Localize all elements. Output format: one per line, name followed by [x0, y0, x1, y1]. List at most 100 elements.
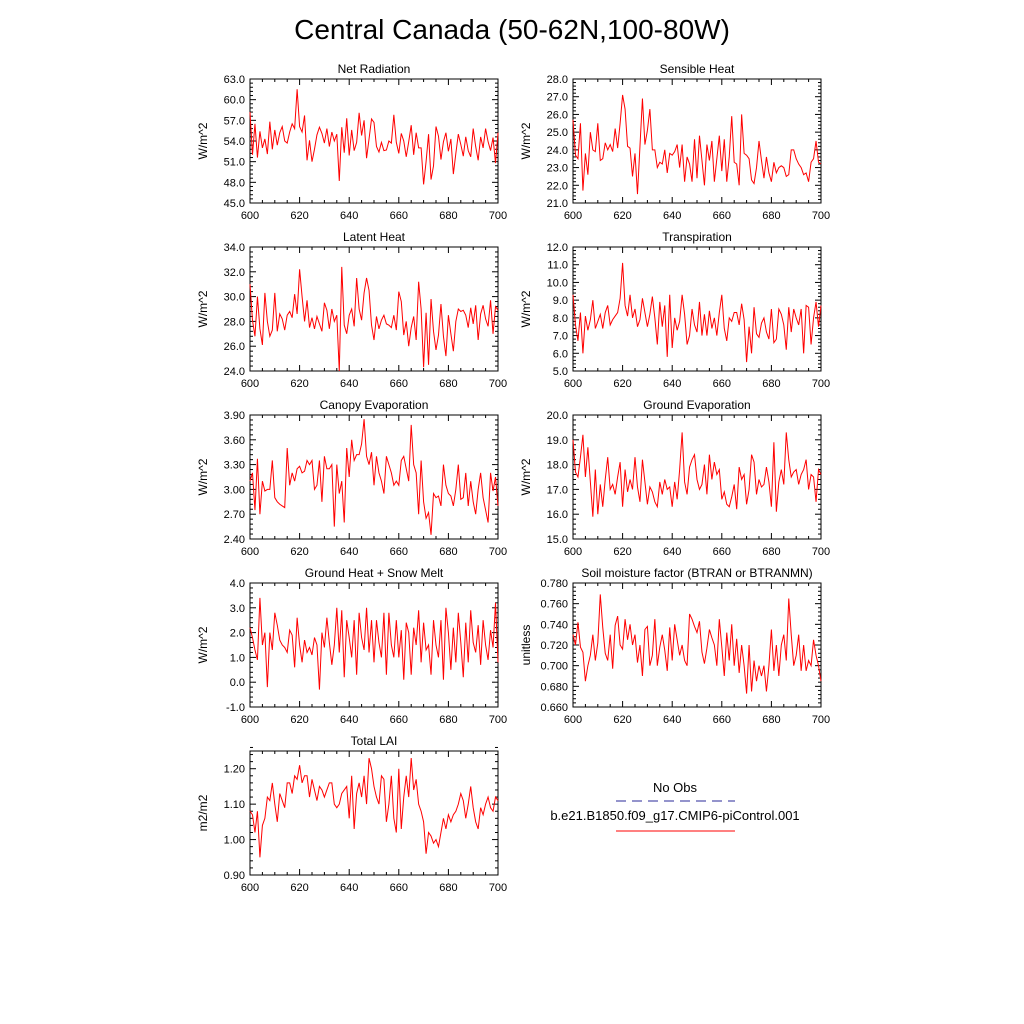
y-tick-label: 19.0	[547, 435, 568, 447]
series-line	[249, 597, 499, 690]
x-tick-label: 700	[812, 546, 830, 558]
x-tick-label: 660	[713, 714, 731, 726]
chart-panel-4: Transpiration W/m^2 600 620 640 660 680 700 5.0 6…	[519, 230, 830, 390]
x-tick-label: 700	[812, 378, 830, 390]
y-tick-label: 0.90	[224, 870, 245, 882]
y-axis-label: m2/m2	[196, 794, 210, 831]
chart-panel-9: Total LAI m2/m2 600 620 640 660 680 700 0.90 1.00…	[196, 734, 507, 894]
x-tick-label: 640	[340, 714, 358, 726]
x-tick-label: 700	[489, 882, 507, 894]
chart-panel-3: Latent Heat W/m^2 600 620 640 660 680 700 24.0 26…	[196, 230, 507, 390]
plot-frame	[249, 246, 499, 372]
x-tick-label: 660	[713, 546, 731, 558]
y-tick-label: 24.0	[224, 366, 245, 378]
x-tick-label: 680	[439, 714, 457, 726]
y-tick-label: 0.700	[540, 661, 568, 673]
y-tick-label: 28.0	[547, 74, 568, 86]
panel-title: Total LAI	[351, 734, 398, 748]
y-tick-label: 9.0	[553, 295, 568, 307]
series-line	[249, 419, 499, 535]
y-tick-label: 51.0	[224, 157, 245, 169]
y-axis-label: W/m^2	[196, 626, 210, 663]
y-tick-label: 26.0	[224, 341, 245, 353]
y-tick-label: 34.0	[224, 242, 245, 254]
panel-title: Canopy Evaporation	[320, 398, 429, 412]
x-tick-label: 620	[290, 882, 308, 894]
panel-title: Transpiration	[662, 230, 732, 244]
x-tick-label: 660	[390, 378, 408, 390]
y-tick-label: 12.0	[547, 242, 568, 254]
x-tick-label: 600	[564, 546, 582, 558]
x-tick-label: 660	[390, 714, 408, 726]
y-tick-label: 45.0	[224, 198, 245, 210]
x-tick-label: 680	[762, 546, 780, 558]
x-tick-label: 620	[613, 546, 631, 558]
x-tick-label: 620	[613, 210, 631, 222]
chart-panel-5: Canopy Evaporation W/m^2 600 620 640 660 680 70…	[196, 398, 507, 558]
x-tick-label: 680	[439, 210, 457, 222]
y-tick-label: 17.0	[547, 484, 568, 496]
x-tick-label: 620	[290, 714, 308, 726]
panel-title: Sensible Heat	[660, 62, 735, 76]
y-axis-label: W/m^2	[519, 458, 533, 495]
y-tick-label: 3.60	[224, 435, 245, 447]
y-tick-label: 23.0	[547, 163, 568, 175]
x-tick-label: 600	[564, 210, 582, 222]
x-tick-label: 640	[340, 882, 358, 894]
y-tick-label: 3.0	[230, 603, 245, 615]
x-tick-label: 700	[812, 210, 830, 222]
x-tick-label: 600	[241, 546, 259, 558]
x-tick-label: 640	[340, 546, 358, 558]
x-tick-label: 620	[290, 378, 308, 390]
y-tick-label: 2.0	[230, 628, 245, 640]
y-tick-label: 0.720	[540, 640, 568, 652]
y-tick-label: 30.0	[224, 292, 245, 304]
y-tick-label: 25.0	[547, 127, 568, 139]
y-tick-label: 1.20	[224, 764, 245, 776]
panel-title: Net Radiation	[338, 62, 411, 76]
y-tick-label: 28.0	[224, 316, 245, 328]
x-tick-label: 680	[762, 714, 780, 726]
series-line	[249, 757, 499, 858]
x-tick-label: 660	[390, 210, 408, 222]
y-tick-label: 1.00	[224, 835, 245, 847]
x-tick-label: 640	[340, 210, 358, 222]
y-tick-label: -1.0	[226, 702, 245, 714]
x-tick-label: 680	[439, 882, 457, 894]
y-tick-label: 57.0	[224, 115, 245, 127]
y-tick-label: 27.0	[547, 92, 568, 104]
plot-frame	[572, 246, 822, 372]
x-tick-label: 680	[439, 546, 457, 558]
y-tick-label: 32.0	[224, 267, 245, 279]
y-axis-label: W/m^2	[196, 290, 210, 327]
x-tick-label: 660	[713, 210, 731, 222]
x-tick-label: 620	[613, 714, 631, 726]
y-tick-label: 0.680	[540, 681, 568, 693]
plot-frame	[572, 78, 822, 204]
panel-title: Latent Heat	[343, 230, 406, 244]
y-tick-label: 16.0	[547, 509, 568, 521]
y-tick-label: 8.0	[553, 313, 568, 325]
series-line	[572, 94, 822, 195]
y-tick-label: 1.0	[230, 652, 245, 664]
y-axis-label: unitless	[519, 625, 533, 666]
y-tick-label: 48.0	[224, 177, 245, 189]
series-line	[249, 266, 499, 372]
y-tick-label: 6.0	[553, 348, 568, 360]
x-tick-label: 700	[489, 210, 507, 222]
panel-title: Soil moisture factor (BTRAN or BTRANMN)	[581, 566, 812, 580]
y-tick-label: 5.0	[553, 366, 568, 378]
y-tick-label: 15.0	[547, 534, 568, 546]
x-tick-label: 620	[290, 546, 308, 558]
series-line	[572, 432, 822, 517]
y-tick-label: 3.00	[224, 484, 245, 496]
plot-frame	[572, 582, 822, 708]
figure-title: Central Canada (50-62N,100-80W)	[294, 14, 730, 45]
x-tick-label: 700	[812, 714, 830, 726]
series-line	[572, 262, 822, 363]
x-tick-label: 600	[564, 378, 582, 390]
plot-frame	[249, 750, 499, 876]
x-tick-label: 680	[439, 378, 457, 390]
x-tick-label: 620	[290, 210, 308, 222]
series-line	[572, 594, 822, 694]
